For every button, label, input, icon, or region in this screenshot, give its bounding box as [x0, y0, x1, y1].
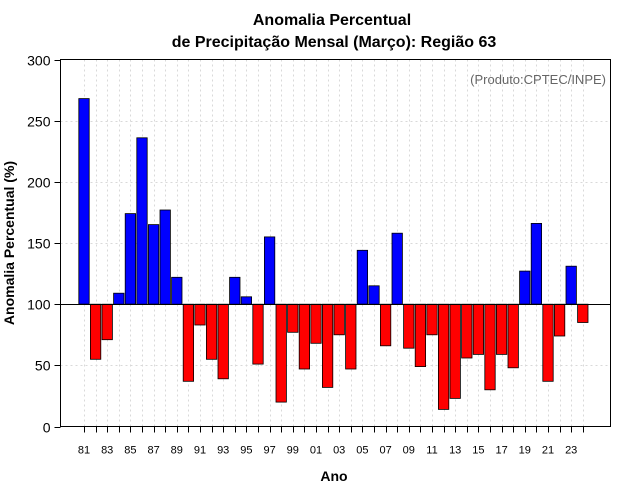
bar-04 — [345, 303, 357, 370]
y-tick-label: 100 — [27, 297, 51, 313]
x-tick-label: 17 — [495, 445, 507, 457]
bar-19 — [519, 270, 531, 305]
bar-08 — [391, 232, 403, 305]
y-tick-label: 50 — [35, 358, 51, 374]
bar-00 — [298, 303, 311, 370]
bar-95 — [240, 296, 252, 305]
bar-10 — [414, 303, 427, 368]
x-tick-label: 83 — [101, 445, 113, 457]
bar-81 — [78, 98, 90, 305]
bar-13 — [449, 303, 461, 399]
bar-21 — [542, 303, 554, 382]
bar-24 — [577, 303, 589, 323]
x-tick-label: 05 — [356, 445, 368, 457]
bar-03 — [333, 303, 345, 336]
bar-09 — [403, 303, 415, 349]
bar-23 — [565, 265, 577, 305]
x-tick-label: 91 — [194, 445, 206, 457]
bar-05 — [356, 249, 369, 305]
x-tick-label: 19 — [519, 445, 531, 457]
x-tick-label: 03 — [333, 445, 345, 457]
x-tick-label: 15 — [472, 445, 484, 457]
chart-title-line1: Anomalia Percentual — [253, 12, 411, 29]
bar-87 — [147, 224, 160, 305]
bar-99 — [287, 303, 299, 333]
bar-92 — [205, 303, 218, 360]
x-tick-label: 99 — [287, 445, 299, 457]
x-tick-label: 21 — [542, 445, 554, 457]
x-tick-label: 11 — [426, 445, 437, 457]
x-tick-label: 23 — [565, 445, 577, 457]
y-axis-label: Anomalia Percentual (%) — [1, 161, 17, 325]
y-tick-label: 300 — [27, 53, 51, 69]
y-tick-label: 200 — [27, 175, 51, 191]
x-tick-label: 85 — [124, 445, 136, 457]
bar-16 — [484, 303, 496, 391]
bar-17 — [495, 303, 508, 355]
bar-88 — [159, 209, 171, 305]
x-tick-label: 89 — [171, 445, 183, 457]
y-axis-ticks: 0 50 100 150 200 250 300 — [27, 53, 61, 436]
x-axis-ticks: 81 83 85 87 89 91 93 95 97 99 01 03 05 07 09 11 13 15 17 19… — [78, 426, 584, 457]
bar-15 — [472, 303, 485, 355]
bar-07 — [379, 303, 392, 347]
bar-85 — [124, 213, 136, 305]
bar-94 — [229, 276, 241, 305]
x-tick-label: 07 — [379, 445, 391, 457]
product-credit: (Produto:CPTEC/INPE) — [470, 72, 606, 87]
bar-84 — [113, 292, 125, 305]
y-tick-label: 0 — [43, 420, 51, 436]
bar-93 — [217, 303, 229, 380]
x-tick-label: 93 — [217, 445, 229, 457]
x-tick-label: 81 — [78, 445, 90, 457]
bar-98 — [275, 303, 287, 403]
bar-86 — [136, 137, 148, 305]
bar-90 — [182, 303, 194, 382]
bar-18 — [507, 303, 519, 369]
bars — [78, 98, 589, 410]
bar-89 — [171, 276, 183, 305]
bar-83 — [101, 303, 113, 341]
x-axis-label: Ano — [320, 468, 347, 484]
x-tick-label: 01 — [310, 445, 322, 457]
bar-96 — [252, 303, 264, 365]
bar-06 — [368, 285, 380, 305]
bar-11 — [426, 303, 438, 336]
x-tick-label: 09 — [403, 445, 415, 457]
y-tick-label: 150 — [27, 236, 51, 252]
bar-20 — [530, 222, 543, 305]
bar-01 — [310, 303, 322, 344]
bar-12 — [437, 303, 450, 410]
bar-02 — [321, 303, 334, 388]
x-tick-label: 95 — [240, 445, 252, 457]
bar-22 — [554, 303, 566, 337]
x-tick-label: 13 — [449, 445, 461, 457]
bar-91 — [194, 303, 206, 326]
bar-82 — [90, 303, 102, 360]
y-tick-label: 250 — [27, 114, 51, 130]
bar-14 — [461, 303, 473, 359]
bar-97 — [263, 236, 276, 305]
x-tick-label: 97 — [263, 445, 275, 457]
chart-title-line2: de Precipitação Mensal (Março): Região 6… — [172, 34, 497, 51]
x-tick-label: 87 — [147, 445, 159, 457]
